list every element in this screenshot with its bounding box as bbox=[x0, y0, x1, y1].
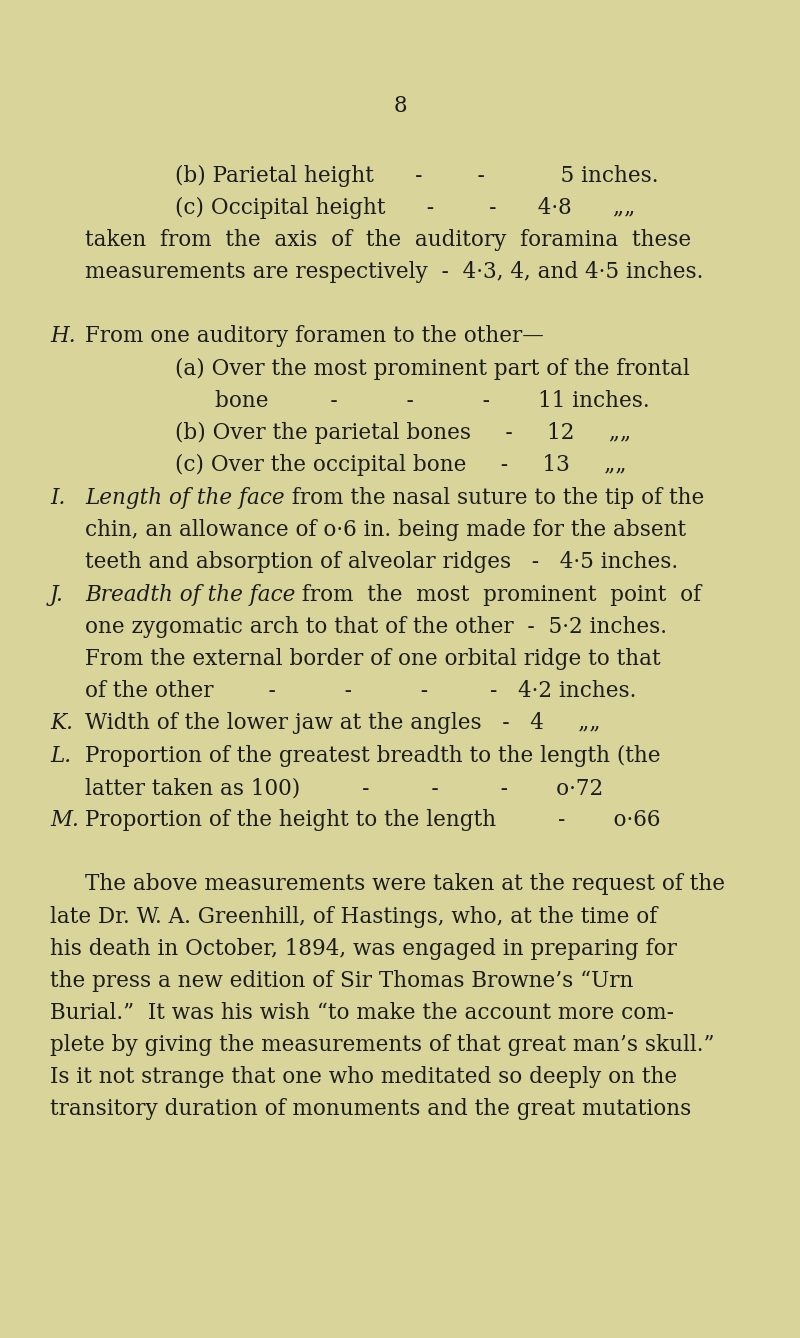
Text: I.: I. bbox=[50, 487, 66, 508]
Text: J.: J. bbox=[50, 583, 64, 606]
Text: L.: L. bbox=[50, 745, 71, 767]
Text: M.: M. bbox=[50, 809, 79, 831]
Text: (c) Occipital height      -        -      4·8      „„: (c) Occipital height - - 4·8 „„ bbox=[175, 197, 635, 219]
Text: (a) Over the most prominent part of the frontal: (a) Over the most prominent part of the … bbox=[175, 359, 690, 380]
Text: (c) Over the occipital bone     -     13     „„: (c) Over the occipital bone - 13 „„ bbox=[175, 454, 626, 476]
Text: his death in October, 1894, was engaged in preparing for: his death in October, 1894, was engaged … bbox=[50, 938, 677, 959]
Text: one zygomatic arch to that of the other  -  5·2 inches.: one zygomatic arch to that of the other … bbox=[85, 615, 667, 638]
Text: taken  from  the  axis  of  the  auditory  foramina  these: taken from the axis of the auditory fora… bbox=[85, 229, 691, 252]
Text: bone         -          -          -       11 inches.: bone - - - 11 inches. bbox=[215, 389, 650, 412]
Text: transitory duration of monuments and the great mutations: transitory duration of monuments and the… bbox=[50, 1098, 691, 1120]
Text: The above measurements were taken at the request of the: The above measurements were taken at the… bbox=[85, 872, 725, 895]
Text: (b) Parietal height      -        -           5 inches.: (b) Parietal height - - 5 inches. bbox=[175, 165, 658, 187]
Text: latter taken as 100)         -         -         -       o·72: latter taken as 100) - - - o·72 bbox=[85, 777, 603, 799]
Text: plete by giving the measurements of that great man’s skull.”: plete by giving the measurements of that… bbox=[50, 1034, 714, 1056]
Text: of the other        -          -          -         -   4·2 inches.: of the other - - - - 4·2 inches. bbox=[85, 680, 636, 702]
Text: Proportion of the height to the length         -       o·66: Proportion of the height to the length -… bbox=[85, 809, 661, 831]
Text: From one auditory foramen to the other—: From one auditory foramen to the other— bbox=[85, 325, 544, 347]
Text: teeth and absorption of alveolar ridges   -   4·5 inches.: teeth and absorption of alveolar ridges … bbox=[85, 551, 678, 573]
Text: Breadth of the face: Breadth of the face bbox=[85, 583, 295, 606]
Text: (b) Over the parietal bones     -     12     „„: (b) Over the parietal bones - 12 „„ bbox=[175, 421, 631, 444]
Text: Length of the face: Length of the face bbox=[85, 487, 285, 508]
Text: late Dr. W. A. Greenhill, of Hastings, who, at the time of: late Dr. W. A. Greenhill, of Hastings, w… bbox=[50, 906, 658, 929]
Text: 8: 8 bbox=[393, 95, 407, 116]
Text: Is it not strange that one who meditated so deeply on the: Is it not strange that one who meditated… bbox=[50, 1066, 677, 1088]
Text: H.: H. bbox=[50, 325, 76, 347]
Text: from the nasal suture to the tip of the: from the nasal suture to the tip of the bbox=[285, 487, 704, 508]
Text: from  the  most  prominent  point  of: from the most prominent point of bbox=[295, 583, 702, 606]
Text: measurements are respectively  -  4·3, 4, and 4·5 inches.: measurements are respectively - 4·3, 4, … bbox=[85, 261, 703, 284]
Text: K.: K. bbox=[50, 712, 73, 735]
Text: Proportion of the greatest breadth to the length (the: Proportion of the greatest breadth to th… bbox=[85, 745, 661, 767]
Text: Burial.”  It was his wish “to make the account more com-: Burial.” It was his wish “to make the ac… bbox=[50, 1002, 674, 1024]
Text: the press a new edition of Sir Thomas Browne’s “Urn: the press a new edition of Sir Thomas Br… bbox=[50, 970, 634, 991]
Text: chin, an allowance of o·6 in. being made for the absent: chin, an allowance of o·6 in. being made… bbox=[85, 519, 686, 541]
Text: Width of the lower jaw at the angles   -   4     „„: Width of the lower jaw at the angles - 4… bbox=[85, 712, 601, 735]
Text: From the external border of one orbital ridge to that: From the external border of one orbital … bbox=[85, 648, 661, 670]
